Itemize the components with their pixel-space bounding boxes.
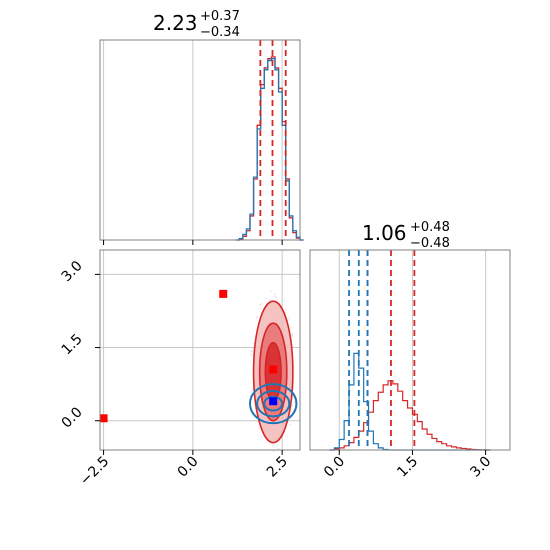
histogram-red: [329, 380, 491, 451]
sample-point: [250, 390, 253, 393]
sample-point: [288, 317, 291, 319]
sample-point: [286, 434, 289, 437]
quantile-lines: [259, 40, 287, 240]
red-marker: [269, 365, 278, 374]
panel-frame: [309, 249, 511, 451]
blue-contour-level-2: [256, 389, 291, 418]
x-tick-label: 0.0: [175, 454, 202, 481]
blue-contour-level-3: [263, 395, 284, 412]
histogram-blue: [329, 352, 491, 451]
contour-panel: −2.5 0.0 2.5 0.0 1.5 3.0: [59, 249, 301, 489]
sample-point: [267, 299, 270, 302]
sample-point: [272, 450, 275, 453]
x-tick-label: 2.5: [264, 454, 291, 481]
x-ticks: 0.0 1.5 3.0: [321, 450, 494, 481]
sample-point: [293, 401, 296, 404]
title-param-1-plus: +0.37: [200, 9, 240, 24]
marginal-histogram-param-2: 0.0 1.5 3.0: [309, 249, 511, 481]
title-param-1-minus: −0.34: [200, 25, 240, 40]
sample-point: [264, 296, 267, 299]
sample-point: [291, 405, 294, 407]
x-tick-label: 3.0: [467, 454, 494, 481]
sample-point: [291, 334, 294, 337]
sample-point: [260, 302, 263, 305]
marginal-histogram-param-1: [99, 39, 304, 245]
sample-point: [249, 354, 252, 356]
blue-contours: [249, 383, 298, 425]
sample-point: [269, 290, 272, 293]
sample-point: [255, 316, 258, 319]
title-param-2-minus: −0.48: [410, 236, 450, 251]
red-marker: [99, 414, 108, 423]
title-param-2-plus: +0.48: [410, 220, 450, 235]
histogram-red: [235, 56, 304, 241]
quantile-lines: [348, 250, 416, 450]
x-ticks: [103, 240, 283, 245]
x-tick-label: 0.0: [321, 454, 348, 481]
title-param-2-median: 1.06: [362, 221, 407, 245]
sample-point: [273, 293, 276, 296]
sample-point: [251, 347, 254, 349]
x-tick-label: 1.5: [394, 454, 421, 481]
panel-frame: [99, 249, 301, 451]
sample-point: [250, 349, 253, 352]
title-param-2: 1.06 +0.48 −0.48: [362, 220, 450, 251]
grid-lines: [338, 250, 487, 450]
sample-point: [289, 423, 292, 426]
sample-point: [291, 327, 294, 329]
grid-lines: [103, 40, 283, 240]
red-marker: [219, 289, 228, 298]
sample-point: [251, 350, 254, 352]
x-tick-label: −2.5: [77, 454, 112, 489]
title-param-1: 2.23 +0.37 −0.34: [153, 9, 240, 40]
sample-point: [291, 332, 294, 335]
sample-point: [291, 334, 294, 337]
sample-point: [269, 299, 272, 301]
sample-point: [259, 303, 261, 306]
sample-point: [283, 298, 286, 301]
y-tick-label: 3.0: [59, 258, 86, 285]
panel-frame: [99, 39, 301, 241]
sample-point: [258, 427, 261, 430]
y-tick-label: 1.5: [59, 331, 86, 358]
sample-point: [272, 444, 275, 447]
sample-point: [260, 436, 263, 439]
blue-contour-level-1: [249, 383, 298, 425]
sample-point: [274, 296, 277, 298]
y-tick-label: 0.0: [59, 404, 86, 431]
markers: [99, 289, 278, 423]
histogram-series: [235, 56, 304, 241]
sample-point: [252, 342, 255, 345]
histogram-blue: [235, 58, 304, 241]
blue-marker: [269, 397, 278, 406]
sample-point: [251, 388, 254, 391]
sample-point: [256, 315, 259, 318]
title-param-1-median: 2.23: [153, 11, 198, 35]
histogram-series: [329, 352, 491, 451]
